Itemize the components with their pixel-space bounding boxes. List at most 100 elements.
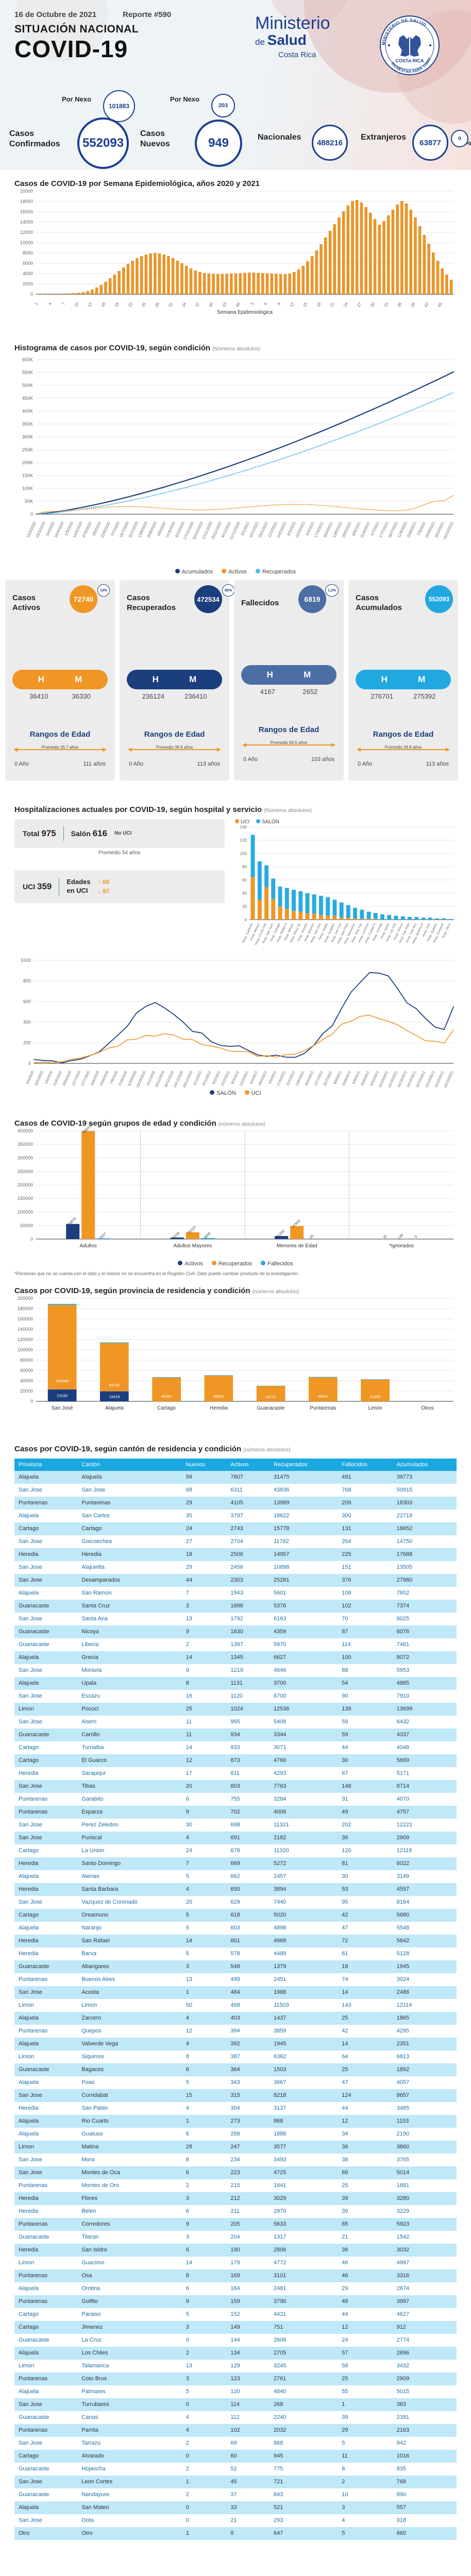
svg-text:28/6/2021: 28/6/2021 <box>305 1070 315 1086</box>
svg-text:46082: 46082 <box>161 1394 172 1399</box>
svg-text:28/12/2020: 28/12/2020 <box>182 1070 193 1088</box>
svg-text:8000: 8000 <box>23 250 33 256</box>
svg-text:200000: 200000 <box>18 1182 33 1188</box>
svg-text:4/5/2020: 4/5/2020 <box>26 1070 35 1084</box>
svg-text:160000: 160000 <box>18 1316 33 1321</box>
svg-text:7: 7 <box>61 301 66 306</box>
svg-text:14000: 14000 <box>20 219 33 225</box>
svg-text:Semana Epidemiológica: Semana Epidemiológica <box>217 310 273 315</box>
svg-text:200K: 200K <box>22 460 33 465</box>
svg-text:22: 22 <box>127 301 134 308</box>
svg-text:*Ignorados: *Ignorados <box>389 1243 414 1249</box>
svg-text:5/10/2020: 5/10/2020 <box>127 1070 138 1086</box>
svg-text:16/10/2021: 16/10/2021 <box>434 1070 445 1088</box>
svg-text:25/1/2021: 25/1/2021 <box>202 1070 212 1086</box>
svg-text:7/9/2020: 7/9/2020 <box>110 1070 119 1084</box>
svg-text:22/3/2021: 22/3/2021 <box>239 1070 249 1086</box>
svg-text:23/8/2021: 23/8/2021 <box>342 1070 352 1086</box>
svg-text:6/9/2021: 6/9/2021 <box>352 1070 361 1084</box>
svg-text:0: 0 <box>245 918 247 922</box>
svg-text:800: 800 <box>23 978 31 984</box>
svg-text:100K: 100K <box>22 486 33 491</box>
svg-text:Alajuela: Alajuela <box>105 1405 124 1411</box>
svg-text:100000: 100000 <box>18 1347 33 1352</box>
svg-text:140: 140 <box>240 825 247 829</box>
svg-text:60000: 60000 <box>20 1368 33 1373</box>
svg-text:19: 19 <box>114 301 121 308</box>
svg-text:150K: 150K <box>22 473 33 478</box>
svg-text:550K: 550K <box>22 370 33 375</box>
svg-text:18000: 18000 <box>20 199 33 204</box>
svg-text:39: 39 <box>410 301 416 308</box>
svg-text:80000: 80000 <box>20 1358 33 1363</box>
svg-text:14/12/2020: 14/12/2020 <box>173 1070 184 1088</box>
svg-text:100: 100 <box>240 851 247 856</box>
svg-text:26/7/2021: 26/7/2021 <box>323 1070 333 1086</box>
svg-text:4: 4 <box>47 301 53 306</box>
svg-text:13/7/2020: 13/7/2020 <box>72 1070 82 1086</box>
svg-text:5/4/2021: 5/4/2021 <box>249 1070 259 1084</box>
svg-text:200000: 200000 <box>18 1296 33 1301</box>
svg-text:20: 20 <box>242 904 247 909</box>
svg-text:Guanacaste: Guanacaste <box>257 1405 285 1411</box>
svg-text:45: 45 <box>437 301 444 308</box>
svg-text:16/11/2020: 16/11/2020 <box>155 1070 165 1088</box>
svg-text:13: 13 <box>87 301 93 308</box>
svg-text:120000: 120000 <box>18 1337 33 1342</box>
svg-text:60: 60 <box>242 877 247 882</box>
svg-text:350000: 350000 <box>18 1142 33 1147</box>
svg-text:0: 0 <box>30 1399 33 1404</box>
svg-text:31: 31 <box>167 301 174 308</box>
svg-text:10: 10 <box>73 301 80 308</box>
svg-text:22/2/2021: 22/2/2021 <box>221 1070 231 1086</box>
svg-text:20000: 20000 <box>20 189 33 194</box>
svg-text:1000: 1000 <box>21 958 31 963</box>
svg-text:46547: 46547 <box>317 1394 328 1399</box>
svg-text:21/9/2020: 21/9/2020 <box>118 1070 128 1086</box>
svg-text:Adultos: Adultos <box>80 1243 97 1249</box>
svg-text:16/10/2021: 16/10/2021 <box>406 1070 417 1088</box>
svg-text:6000: 6000 <box>23 261 33 266</box>
svg-text:29/6/2020: 29/6/2020 <box>62 1070 73 1086</box>
svg-text:49825: 49825 <box>213 1394 224 1399</box>
svg-text:3/5/2021: 3/5/2021 <box>268 1070 277 1084</box>
svg-text:16/10/2021: 16/10/2021 <box>378 1070 389 1088</box>
svg-text:20000: 20000 <box>20 1388 33 1394</box>
svg-text:21: 21 <box>329 301 336 308</box>
svg-text:41995: 41995 <box>370 1394 381 1399</box>
svg-text:0: 0 <box>28 1061 31 1066</box>
svg-text:18: 18 <box>316 301 323 308</box>
svg-text:9: 9 <box>276 301 281 306</box>
svg-text:163994: 163994 <box>56 1379 69 1383</box>
svg-text:600: 600 <box>23 999 31 1004</box>
svg-text:9/8/2021: 9/8/2021 <box>333 1070 343 1084</box>
svg-text:24: 24 <box>343 301 349 308</box>
svg-text:27/7/2020: 27/7/2020 <box>81 1070 91 1086</box>
svg-text:400000: 400000 <box>18 1128 33 1133</box>
svg-text:30: 30 <box>369 301 376 308</box>
svg-text:200: 200 <box>23 1040 31 1045</box>
svg-text:11/1/2021: 11/1/2021 <box>193 1070 203 1086</box>
svg-text:350K: 350K <box>22 421 33 427</box>
svg-text:80: 80 <box>242 865 247 869</box>
svg-text:19/4/2021: 19/4/2021 <box>258 1070 268 1086</box>
svg-text:Puntarenas: Puntarenas <box>310 1405 336 1411</box>
svg-text:6: 6 <box>263 301 268 306</box>
svg-text:10/8/2020: 10/8/2020 <box>90 1070 100 1086</box>
svg-text:33: 33 <box>383 301 390 308</box>
svg-text:1: 1 <box>34 301 39 306</box>
svg-text:25: 25 <box>141 301 147 308</box>
svg-text:0: 0 <box>414 1235 418 1239</box>
svg-text:16: 16 <box>100 301 107 308</box>
svg-text:600K: 600K <box>22 357 33 362</box>
svg-text:Heredia: Heredia <box>210 1405 228 1411</box>
svg-text:42: 42 <box>424 301 430 308</box>
svg-text:120: 120 <box>240 838 247 842</box>
svg-text:140000: 140000 <box>18 1327 33 1332</box>
svg-text:17/5/2021: 17/5/2021 <box>277 1070 287 1086</box>
svg-text:400K: 400K <box>22 409 33 414</box>
svg-text:37: 37 <box>194 301 201 308</box>
svg-text:29712: 29712 <box>265 1395 276 1399</box>
svg-text:27: 27 <box>356 301 363 308</box>
svg-text:San José: San José <box>52 1405 73 1411</box>
